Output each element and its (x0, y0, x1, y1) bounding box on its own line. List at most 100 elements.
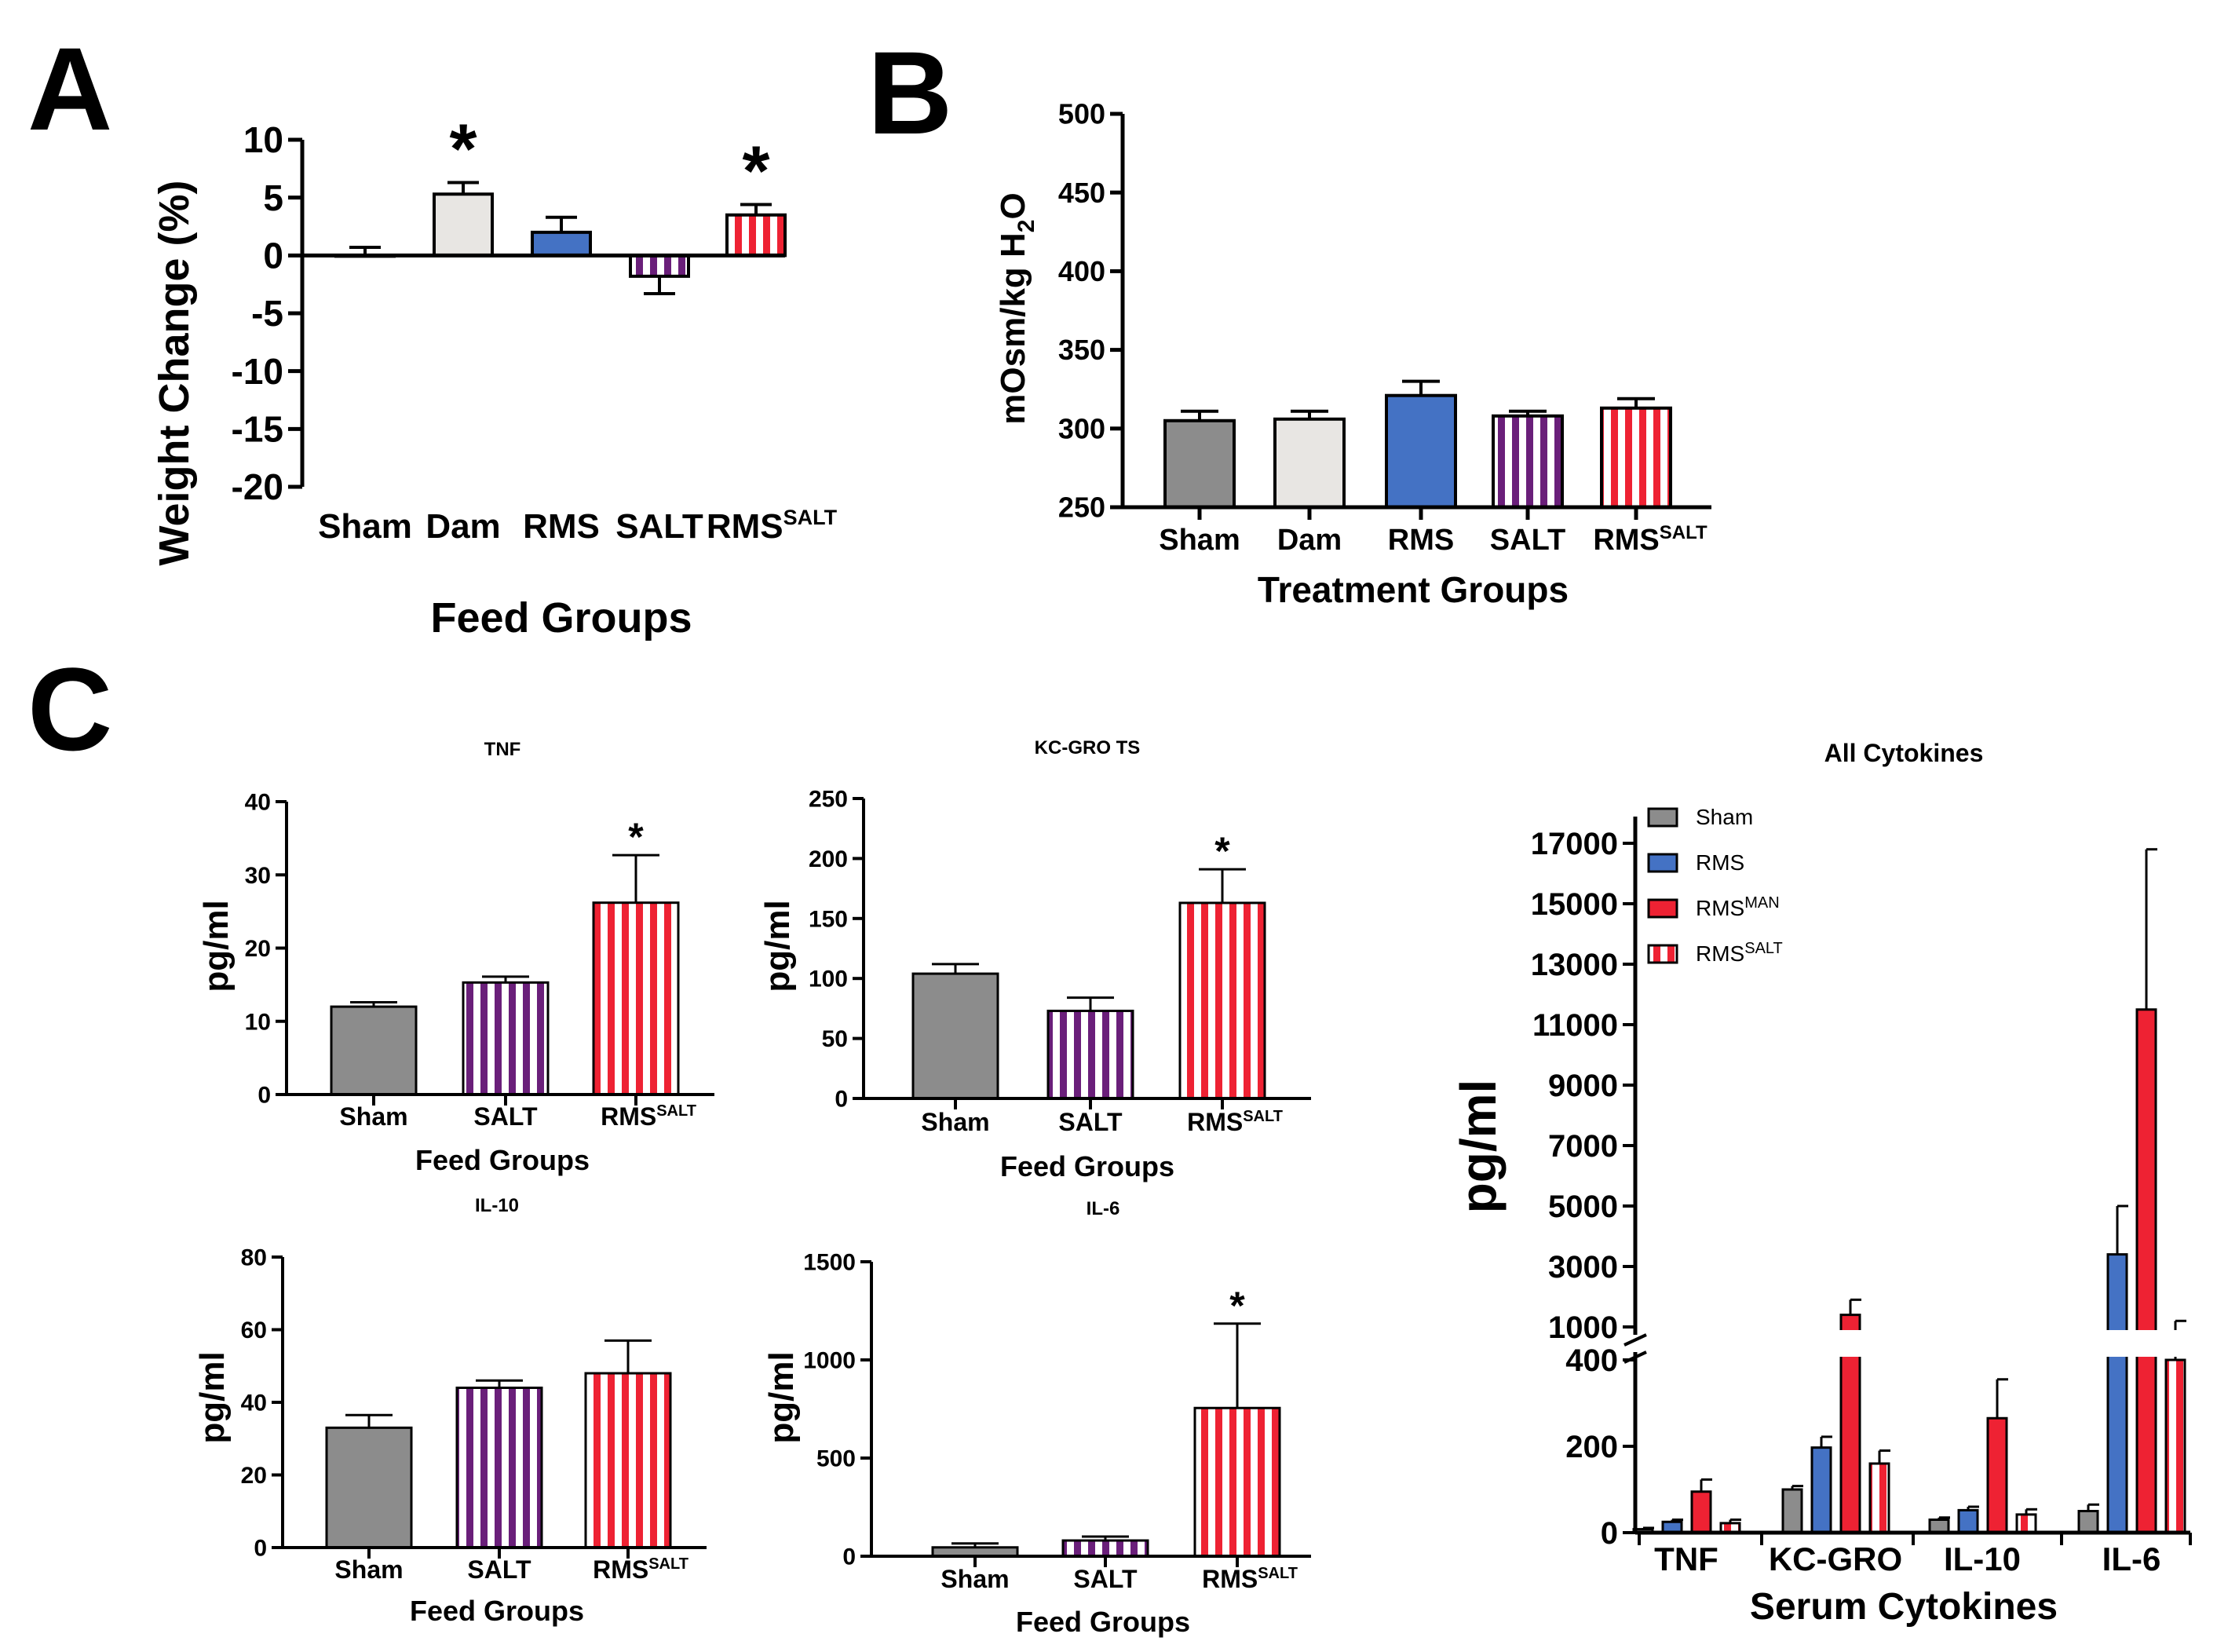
legend-swatch-rms_man (1647, 898, 1678, 919)
legend-swatch-rms (1647, 853, 1678, 873)
bar-salt (629, 254, 690, 278)
y-tick-label: 450 (1058, 177, 1105, 209)
legend-swatch-sham (1647, 807, 1678, 828)
y-axis-title-il6: pg/ml (762, 1351, 801, 1443)
y-tick-label: -15 (232, 408, 283, 449)
plot-il10: Sham SALT RMSSALT 80 60 40 20 0 (241, 1245, 707, 1584)
y-tick-label: 0 (254, 1536, 267, 1562)
bar-dam (1273, 417, 1346, 509)
y-tick-label: 60 (241, 1318, 267, 1343)
legend-label: RMSMAN (1696, 894, 1780, 920)
x-tick-label: RMSSALT (593, 1555, 688, 1584)
x-tick-label: IL-6 (2102, 1541, 2161, 1577)
legend-label: RMSSALT (1696, 940, 1783, 966)
panel-label-a: A (27, 23, 112, 155)
bar-rms_man (2135, 1008, 2157, 1534)
bar-rms_salt (592, 901, 680, 1096)
y-tick-label: 1000 (1548, 1310, 1618, 1345)
y-axis-title-tnf: pg/ml (197, 900, 236, 992)
y-axis-title-a: Weight Change (%) (151, 181, 198, 566)
y-tick-label: 350 (1058, 334, 1105, 366)
y-tick-label: 5000 (1548, 1190, 1618, 1224)
y-tick-label: 50 (822, 1026, 848, 1052)
axis-break-mark (1623, 1333, 1647, 1347)
bar-rms_salt (2164, 1358, 2186, 1534)
y-tick-label: 30 (245, 863, 271, 889)
significance-star: * (1229, 1284, 1245, 1328)
y-tick-label: -20 (232, 466, 283, 507)
x-tick-label: RMSSALT (1593, 522, 1707, 557)
bar-rms (2106, 1253, 2128, 1534)
significance-star: * (628, 815, 644, 859)
bar-sham (330, 1005, 418, 1096)
chart-title-tnf: TNF (484, 739, 521, 760)
plot-tnf: Sham SALT * RMSSALT 40 30 20 10 0 (245, 790, 714, 1131)
plot-kc-gro: Sham SALT * RMSSALT 250 200 150 100 50 0 (809, 787, 1311, 1136)
y-tick-label: 400 (1565, 1343, 1618, 1378)
bar-salt (462, 981, 550, 1096)
legend-label: RMS (1696, 850, 1744, 875)
bar-sham (1781, 1488, 1803, 1534)
x-tick-label: TNF (1654, 1541, 1718, 1577)
y-tick-label: 11000 (1532, 1008, 1618, 1043)
x-tick-label: SALT (1490, 524, 1565, 557)
bar-rms_man (1690, 1490, 1712, 1534)
bar-salt (1061, 1539, 1149, 1558)
y-axis-title-b: mOsm/kg H2O (994, 192, 1039, 424)
panel-label-c: C (27, 643, 112, 775)
x-tick-label: RMSSALT (1187, 1108, 1283, 1136)
bar-dam (433, 192, 494, 258)
x-axis-title-all: Serum Cytokines (1750, 1586, 2058, 1628)
x-tick-label: Sham (1159, 524, 1240, 557)
y-tick-label: 400 (1058, 255, 1105, 287)
bar-sham (325, 1426, 413, 1549)
y-tick-label: 20 (245, 936, 271, 962)
y-tick-label: 150 (809, 906, 848, 932)
chart-title-il10: IL-10 (475, 1195, 519, 1216)
bar-rms_salt (1868, 1462, 1890, 1534)
plot-il6: Sham SALT * RMSSALT 1500 1000 500 0 (803, 1250, 1311, 1593)
x-axis-title-tnf: Feed Groups (415, 1144, 590, 1176)
bar-salt (1492, 414, 1564, 510)
panel-label-b: B (867, 27, 952, 159)
bar-rms_salt (2015, 1513, 2037, 1534)
bar-salt (1046, 1009, 1134, 1100)
y-tick-label: 10 (245, 1009, 271, 1035)
x-tick-label: RMSSALT (1202, 1565, 1298, 1593)
significance-star: * (742, 133, 769, 211)
y-tick-label: 100 (809, 967, 848, 992)
x-tick-label: IL-10 (1944, 1541, 2021, 1577)
x-tick-label: Dam (426, 507, 500, 546)
x-tick-label: Sham (334, 1555, 403, 1584)
bar-rms_salt (1600, 406, 1672, 509)
x-axis-title-il6: Feed Groups (1016, 1606, 1190, 1638)
chart-title-all: All Cytokines (1824, 739, 1984, 767)
x-tick-label: Sham (921, 1108, 989, 1136)
bar-salt (455, 1387, 543, 1549)
bar-rms_salt (725, 213, 787, 258)
y-tick-label: 0 (257, 1083, 271, 1109)
significance-star: * (449, 111, 477, 189)
bar-rms_salt (1178, 901, 1266, 1100)
x-tick-label: SALT (615, 507, 703, 546)
bar-rms (531, 230, 592, 258)
x-axis-title-a: Feed Groups (430, 594, 692, 641)
y-tick-label: 0 (835, 1087, 848, 1113)
y-axis-title-kc: pg/ml (758, 900, 797, 992)
y-tick-label: 250 (809, 787, 848, 813)
y-tick-label: 250 (1058, 492, 1105, 524)
plot-all-cytokines: 17000 15000 13000 11000 9000 7000 5000 3000 1000… (1531, 805, 2214, 1577)
x-tick-label: Sham (339, 1102, 407, 1131)
x-tick-label: KC-GRO (1769, 1541, 1902, 1577)
x-tick-label: RMSSALT (601, 1102, 696, 1131)
x-axis-title-b: Treatment Groups (1258, 569, 1569, 610)
x-tick-label: RMS (1388, 524, 1454, 557)
x-tick-label: SALT (467, 1555, 531, 1584)
axis-break-gap (1612, 1330, 2214, 1357)
x-tick-label: SALT (1073, 1565, 1138, 1593)
x-tick-label: Dam (1277, 524, 1342, 557)
y-tick-label: -5 (251, 293, 283, 334)
y-tick-label: 10 (243, 119, 283, 160)
